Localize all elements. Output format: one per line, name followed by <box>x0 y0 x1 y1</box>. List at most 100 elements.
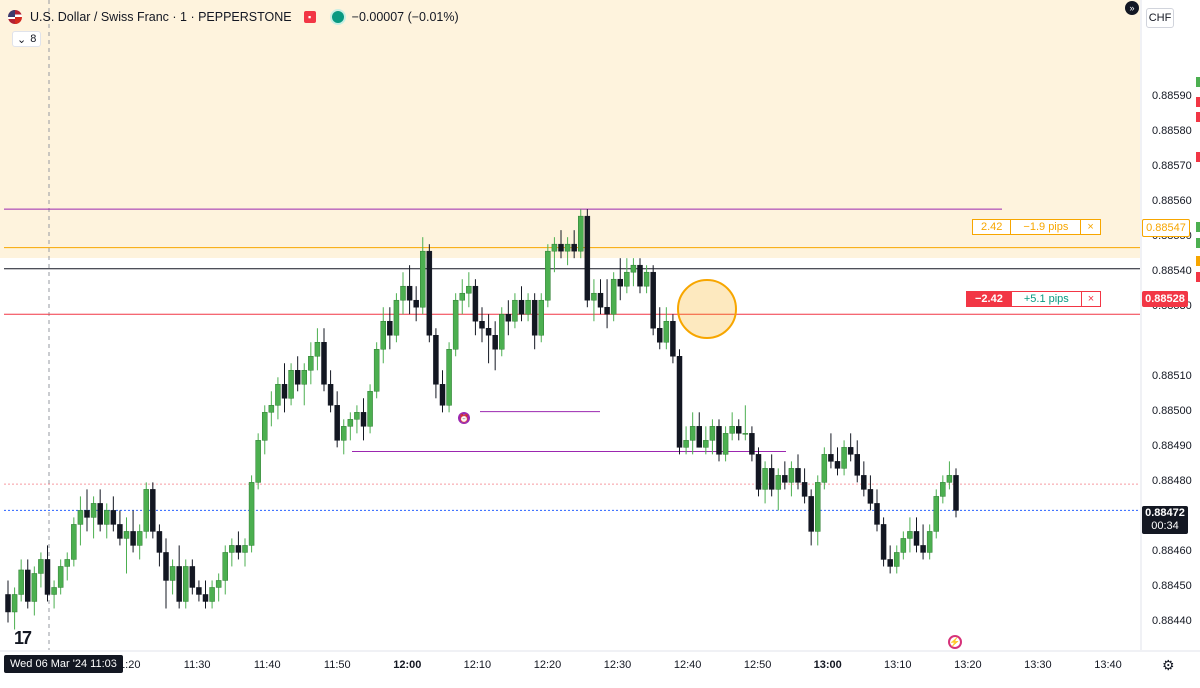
candle-body <box>314 342 321 357</box>
candle-body <box>11 594 18 613</box>
market-status-icon[interactable] <box>331 11 344 23</box>
candle-body <box>663 320 670 343</box>
candle-body <box>77 510 84 525</box>
lightning-icon[interactable]: ⚡ <box>948 635 962 649</box>
candle-body <box>281 384 288 399</box>
candle-body <box>946 475 953 483</box>
side-marker <box>1196 152 1200 162</box>
candle-body <box>505 313 512 322</box>
currency-selector[interactable]: CHF <box>1146 8 1174 28</box>
candle-body <box>71 524 77 560</box>
chevron-down-icon: ⌄ <box>17 33 27 46</box>
candle-body <box>51 587 57 595</box>
candle-body <box>123 531 130 539</box>
candle-body <box>564 243 571 252</box>
indicators-toggle-button[interactable]: ⌄ 8 <box>12 31 42 47</box>
candle-body <box>64 559 70 567</box>
candle-body <box>18 569 24 595</box>
candle-body <box>189 566 196 588</box>
candle-body <box>749 433 755 455</box>
time-tick-label: 12:20 <box>533 659 562 671</box>
side-marker <box>1196 238 1200 248</box>
candle-body <box>782 475 788 483</box>
candle-body <box>472 285 479 322</box>
candle-body <box>650 271 656 329</box>
candle-body <box>578 215 584 252</box>
candle-body <box>670 320 676 357</box>
candle-body <box>880 524 887 560</box>
entry-price-tag: 0.88528 <box>1142 291 1188 307</box>
candle-body <box>156 531 163 553</box>
candle-body <box>538 299 544 336</box>
time-tick-label: 12:40 <box>673 659 702 671</box>
candle-body <box>367 391 373 427</box>
candle-body <box>466 285 472 294</box>
candle-body <box>584 215 591 301</box>
candle-body <box>571 243 577 252</box>
side-marker <box>1196 272 1200 282</box>
order-qty[interactable]: −2.42 <box>967 292 1011 306</box>
candle-body <box>828 454 834 462</box>
candle-body <box>163 552 169 581</box>
candle-body <box>709 426 716 441</box>
supply-zone <box>0 0 1140 258</box>
price-tick-label: 0.88570 <box>1152 160 1192 173</box>
candle-body <box>169 566 176 581</box>
candle-body <box>248 482 255 546</box>
tradingview-logo: 17 <box>14 628 32 648</box>
candlesticks <box>5 209 959 630</box>
candle-body <box>196 587 202 595</box>
price-tick-label: 0.88440 <box>1152 615 1192 628</box>
candle-body <box>624 271 630 287</box>
order-pips: +5.1 pips <box>1010 292 1081 306</box>
candle-body <box>643 271 650 287</box>
candle-body <box>202 594 209 602</box>
entry-order[interactable]: −2.42 +5.1 pips × <box>966 291 1102 307</box>
candle-body <box>676 356 683 448</box>
candle-body <box>215 580 222 588</box>
scroll-to-realtime-icon[interactable]: » <box>1125 1 1139 15</box>
candle-body <box>485 327 492 336</box>
time-tick-label: 11:30 <box>183 659 211 671</box>
symbol-title[interactable]: U.S. Dollar / Swiss Franc · 1 · PEPPERST… <box>30 10 292 24</box>
take-profit-order[interactable]: 2.42 −1.9 pips × <box>972 219 1101 235</box>
time-tick-label: 12:50 <box>743 659 772 671</box>
order-qty[interactable]: 2.42 <box>981 221 1003 233</box>
alarm-icon[interactable]: ⏰ <box>458 412 470 424</box>
candle-body <box>31 573 38 602</box>
close-icon[interactable]: × <box>1080 220 1099 234</box>
candle-body <box>341 426 347 441</box>
candle-body <box>722 433 729 455</box>
side-marker <box>1196 256 1200 266</box>
bar-countdown: 00:34 <box>1151 520 1179 532</box>
gear-icon[interactable]: ⚙ <box>1162 657 1175 673</box>
usd-flag-icon <box>8 10 22 24</box>
price-change: −0.00007 (−0.01%) <box>351 10 459 24</box>
candle-body <box>143 489 149 532</box>
market-closed-icon[interactable]: ▪ <box>303 11 316 23</box>
candle-body <box>5 594 11 613</box>
candle-body <box>235 545 242 553</box>
candle-body <box>400 285 406 301</box>
candle-body <box>874 503 880 525</box>
candle-body <box>591 292 597 301</box>
time-tick-label: 13:30 <box>1024 659 1052 671</box>
candle-body <box>57 566 64 588</box>
candle-body <box>545 250 551 301</box>
candle-body <box>492 335 498 350</box>
candle-body <box>308 356 314 371</box>
time-tick-label: 12:10 <box>463 659 492 671</box>
candle-body <box>452 299 459 350</box>
candle-body <box>861 475 867 490</box>
candle-body <box>630 264 637 273</box>
candle-body <box>755 454 762 490</box>
candle-body <box>894 552 900 567</box>
candle-body <box>439 384 446 406</box>
order-pips: −1.9 pips <box>1010 220 1080 234</box>
close-icon[interactable]: × <box>1080 292 1100 306</box>
time-tick-label: 13:10 <box>884 659 912 671</box>
price-tick-label: 0.88510 <box>1152 370 1192 383</box>
candle-body <box>327 384 334 406</box>
time-tick-label: 13:00 <box>813 659 842 671</box>
